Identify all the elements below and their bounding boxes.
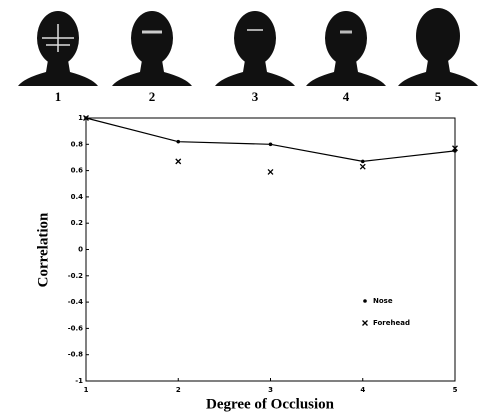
legend-label: Nose (373, 297, 393, 305)
legend-label: Forehead (373, 319, 410, 327)
panel-label: 3 (252, 89, 259, 104)
data-point (267, 168, 274, 175)
x-axis-label: Degree of Occlusion (206, 396, 335, 412)
legend-marker (363, 299, 367, 303)
data-point (83, 115, 89, 121)
legend-marker (362, 320, 368, 326)
y-tick-label: 0.2 (71, 219, 84, 227)
y-tick-label: 1 (78, 114, 83, 122)
y-tick-label: 0.6 (71, 167, 84, 175)
y-tick-label: -0.6 (68, 324, 83, 332)
y-tick-label: -1 (75, 377, 83, 385)
y-tick-label: -0.2 (68, 272, 83, 280)
data-point (359, 163, 366, 170)
y-tick-label: 0.4 (71, 193, 84, 201)
y-tick-label: 0.8 (71, 140, 84, 148)
x-tick-label: 3 (268, 386, 273, 394)
panel-label: 2 (149, 89, 156, 104)
x-tick-label: 2 (176, 386, 181, 394)
y-tick-label: -0.4 (68, 298, 83, 306)
face-images (18, 8, 478, 86)
y-axis-label: Correlation (35, 212, 51, 287)
panel-label: 4 (343, 89, 350, 104)
data-point (268, 142, 273, 147)
x-tick-label: 1 (84, 386, 89, 394)
panel-label: 5 (435, 89, 442, 104)
x-tick-label: 5 (453, 386, 458, 394)
data-point (175, 158, 182, 165)
series-line (85, 117, 456, 163)
panel-label: 1 (55, 89, 62, 104)
y-tick-label: 0 (78, 246, 83, 254)
data-point (452, 145, 458, 152)
x-tick-label: 4 (360, 386, 365, 394)
data-point (360, 159, 365, 164)
y-tick-label: -0.8 (68, 351, 83, 359)
data-point (176, 139, 181, 144)
